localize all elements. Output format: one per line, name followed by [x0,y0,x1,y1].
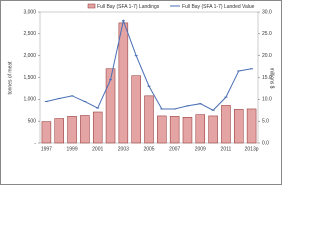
y-tick-label: 1,500 [23,75,36,81]
bar [131,75,141,144]
bar [234,109,244,144]
bar [54,118,64,144]
y2-tick-label: 25.0 [262,31,272,37]
x-tick-label: 2003 [118,146,129,152]
y2-tick-label: 0.0 [262,140,269,146]
x-tick-label: 1999 [66,146,77,152]
y-tick-label: 2,500 [23,31,36,37]
x-tick-label: 1997 [41,146,52,152]
bar [246,108,257,144]
bar [118,22,129,144]
bar [221,105,231,144]
x-tick-label: 2005 [143,146,154,152]
y-tick-label: - [34,140,36,146]
bar [144,95,154,144]
y-tick-label: 3,000 [23,9,36,15]
x-tick-label: 2013p [245,146,259,152]
bar [67,116,77,144]
legend-swatch [87,3,96,9]
bar [80,115,90,144]
page: tonnes of meat millions $ - 500 1,000 1,500… [0,0,282,185]
y-tick-label: 500 [28,118,37,124]
legend-label: Full Bay (SFA 1-7) Landings [97,4,160,10]
y2-tick-label: 30.0 [262,9,272,15]
legend-label: Full Bay (SFA 1-7) Landed Value [182,4,255,10]
y2-tick-label: 5.0 [262,118,269,124]
bar [182,116,193,144]
bar [195,114,206,144]
y-tick-label: 1,000 [23,97,36,103]
bar [169,116,180,144]
frame [0,0,282,185]
bar [41,121,52,144]
y2-axis-label: millions $ [269,68,275,89]
y-tick-label: 2,000 [23,53,36,59]
y-axis-label: tonnes of meat [7,61,13,95]
x-tick-label: 2001 [92,146,103,152]
x-tick-label: 2009 [195,146,206,152]
y2-tick-label: 20.0 [262,53,272,59]
bar [208,115,218,144]
bar [92,111,103,144]
x-tick-label: 2011 [221,146,232,152]
y2-tick-label: 15.0 [262,75,272,81]
bar [157,115,167,144]
y2-tick-label: 10.0 [262,97,272,103]
x-tick-label: 2007 [169,146,180,152]
bar [105,68,116,144]
chart: tonnes of meat millions $ - 500 1,000 1,500… [0,0,282,185]
